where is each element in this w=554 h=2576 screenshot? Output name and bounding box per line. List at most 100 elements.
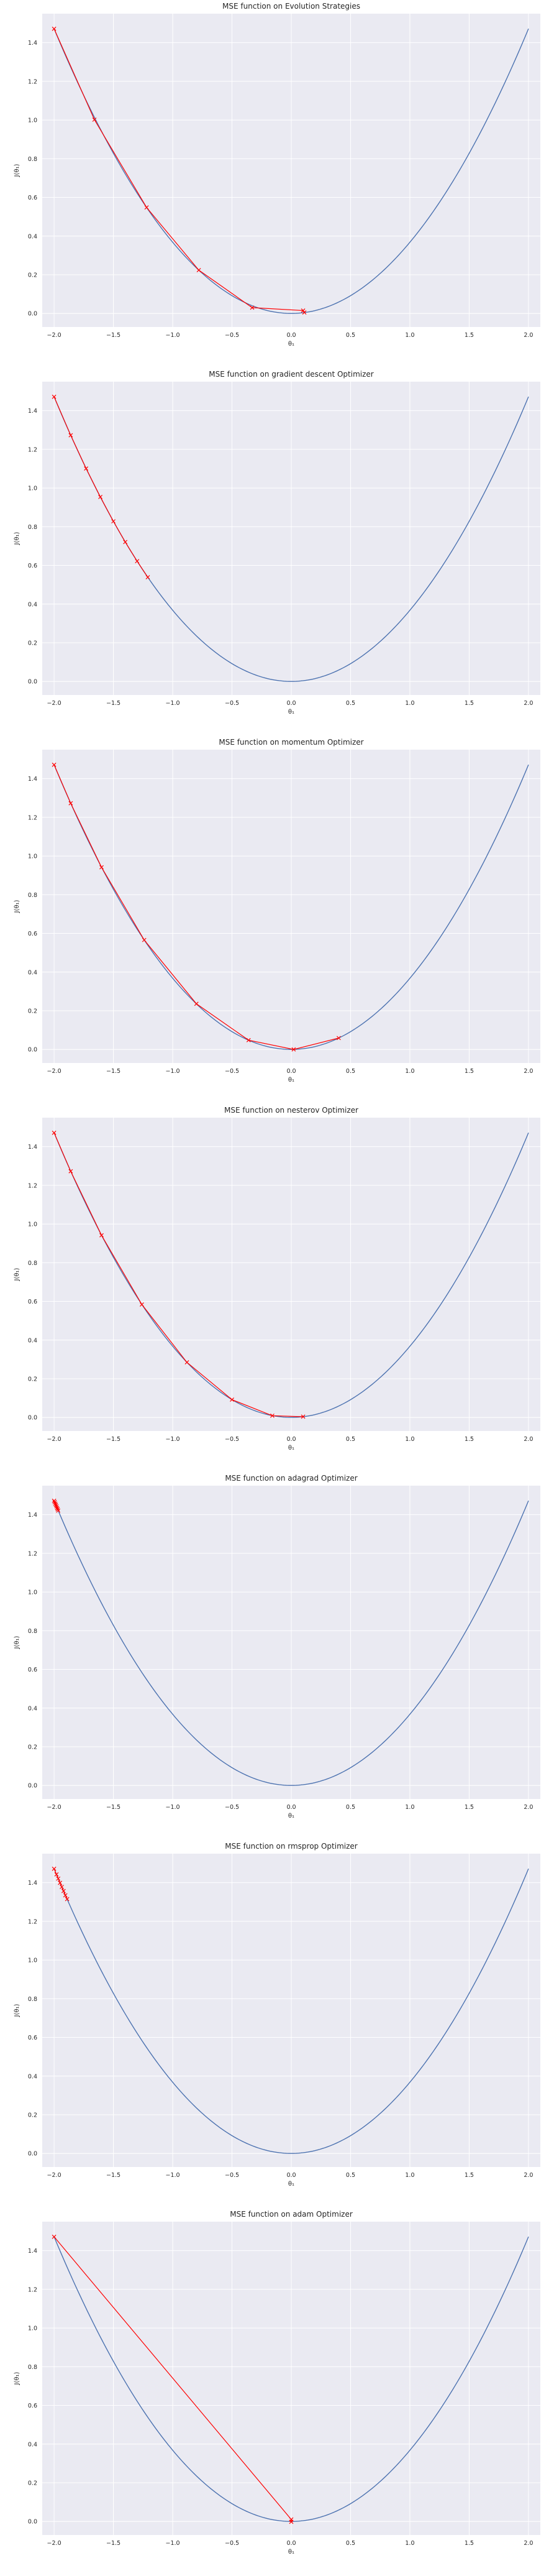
x-tick-label: −2.0	[47, 1436, 61, 1443]
x-tick-label: 0.5	[346, 1436, 355, 1443]
y-tick-label: 1.2	[28, 814, 37, 821]
optimizer-step-point	[270, 1413, 275, 1418]
chart-title: MSE function on rmsprop Optimizer	[225, 1842, 357, 1851]
chart-svg-5: −2.0 −1.5 −1.0 −0.5 0.0 0.5 1.0 1.5 2.0 0.0 0.2 0.4…	[14, 1474, 540, 1819]
y-tick-label: 0.4	[28, 2073, 37, 2080]
chart-panel-5: −2.0 −1.5 −1.0 −0.5 0.0 0.5 1.0 1.5 2.0 0.0 0.2 0.4…	[0, 1472, 554, 1840]
x-tick-label: 1.5	[465, 700, 474, 707]
step-marker-stroke	[144, 205, 149, 210]
optimizer-path-line	[53, 397, 148, 577]
x-tick-label: 2.0	[524, 1068, 533, 1075]
x-axis-label: θ₁	[288, 1813, 294, 1819]
step-marker-stroke	[196, 268, 201, 272]
x-tick-label: 0.0	[286, 700, 296, 707]
y-tick-label: 0.4	[28, 2441, 37, 2448]
optimizer-step-point	[289, 2519, 294, 2524]
x-tick-label: 1.5	[465, 1804, 474, 1811]
x-tick-label: 1.5	[465, 2172, 474, 2179]
y-tick-label: 0.8	[28, 2364, 37, 2371]
y-tick-label: 0.0	[28, 1415, 37, 1422]
y-tick-label: 0.4	[28, 969, 37, 976]
y-tick-label: 0.0	[28, 2151, 37, 2158]
y-tick-label: 1.2	[28, 1918, 37, 1925]
grid-lines	[42, 1854, 540, 2167]
step-marker-stroke	[123, 540, 128, 545]
y-tick-label: 1.4	[28, 408, 37, 415]
y-tick-label: 1.0	[28, 853, 37, 860]
y-axis-label: J(θ₁)	[14, 2003, 20, 2017]
y-tick-label: 0.0	[28, 1783, 37, 1790]
y-tick-label: 1.0	[28, 117, 37, 124]
y-tick-label: 1.2	[28, 2286, 37, 2293]
y-tick-label: 0.4	[28, 233, 37, 240]
x-tick-label: −0.5	[225, 1804, 239, 1811]
x-axis-label: θ₁	[288, 709, 294, 715]
x-tick-label: 1.0	[405, 332, 414, 339]
optimizer-step-point	[52, 1866, 57, 1871]
y-tick-label: 0.0	[28, 2519, 37, 2526]
chart-panel-6: −2.0 −1.5 −1.0 −0.5 0.0 0.5 1.0 1.5 2.0 0.0 0.2 0.4…	[0, 1840, 554, 2208]
optimizer-step-point	[54, 1872, 59, 1877]
y-tick-label: 0.6	[28, 1299, 37, 1305]
y-tick-label: 0.2	[28, 1744, 37, 1751]
step-marker-stroke	[289, 2519, 294, 2524]
x-tick-label: −2.0	[47, 332, 61, 339]
y-tick-label: 0.6	[28, 195, 37, 201]
x-tick-label: 1.0	[405, 1436, 414, 1443]
x-tick-label: −1.0	[166, 700, 180, 707]
x-tick-label: 0.0	[286, 1804, 296, 1811]
optimizer-step-point	[53, 1502, 58, 1507]
x-tick-label: −2.0	[47, 2540, 61, 2547]
grid-lines	[42, 2222, 540, 2535]
chart-panel-3: −2.0 −1.5 −1.0 −0.5 0.0 0.5 1.0 1.5 2.0 0.0 0.2 0.4…	[0, 736, 554, 1104]
optimizer-step-point	[58, 1880, 63, 1885]
optimizer-step-point	[52, 1498, 57, 1503]
step-marker-stroke	[52, 394, 57, 399]
grid-lines	[42, 1118, 540, 1431]
optimizer-step-point	[144, 205, 149, 210]
y-tick-label: 1.4	[28, 2248, 37, 2255]
y-tick-label: 0.0	[28, 311, 37, 318]
x-tick-label: 1.5	[465, 332, 474, 339]
loss-curve-line	[53, 1500, 529, 1786]
y-tick-label: 0.0	[28, 679, 37, 686]
step-marker-stroke	[145, 575, 150, 579]
y-tick-label: 1.0	[28, 1957, 37, 1964]
x-tick-label: 0.0	[286, 332, 296, 339]
chart-title: MSE function on Evolution Strategies	[222, 2, 360, 11]
optimizer-step-point	[65, 1897, 70, 1902]
optimizer-step-point	[52, 1130, 57, 1135]
optimizer-step-point	[301, 1414, 306, 1419]
y-tick-label: 0.8	[28, 892, 37, 899]
optimizer-step-point	[246, 1037, 251, 1042]
step-marker-stroke	[230, 1397, 234, 1402]
step-marker-stroke	[301, 1414, 306, 1419]
x-tick-label: 2.0	[524, 1804, 533, 1811]
x-tick-label: 2.0	[524, 332, 533, 339]
optimizer-step-point	[250, 305, 255, 310]
x-tick-label: −1.5	[106, 1804, 120, 1811]
x-tick-label: −1.5	[106, 2540, 120, 2547]
step-marker-stroke	[336, 1036, 341, 1041]
x-tick-label: −1.0	[166, 1068, 180, 1075]
y-tick-label: 0.8	[28, 1996, 37, 2003]
step-marker-stroke	[55, 1506, 60, 1511]
x-tick-label: 1.5	[465, 2540, 474, 2547]
x-tick-label: 1.5	[465, 1068, 474, 1075]
optimizer-step-point	[196, 268, 201, 272]
tick-labels: −2.0 −1.5 −1.0 −0.5 0.0 0.5 1.0 1.5 2.0 0.0 0.2 0.4…	[28, 1880, 534, 2179]
x-tick-label: −1.0	[166, 1804, 180, 1811]
step-marker-stroke	[52, 1130, 57, 1135]
y-tick-label: 0.2	[28, 1008, 37, 1015]
x-tick-label: −1.0	[166, 332, 180, 339]
x-tick-label: 0.0	[286, 1068, 296, 1075]
chart-title: MSE function on nesterov Optimizer	[224, 1106, 358, 1115]
x-tick-label: 2.0	[524, 2172, 533, 2179]
x-tick-label: 0.0	[286, 1436, 296, 1443]
optimizer-step-point	[68, 433, 73, 438]
x-tick-label: 0.5	[346, 1804, 355, 1811]
optimizer-step-point	[92, 117, 97, 122]
x-tick-label: 0.5	[346, 332, 355, 339]
x-tick-label: −1.0	[166, 2172, 180, 2179]
y-axis-label: J(θ₁)	[14, 899, 20, 913]
